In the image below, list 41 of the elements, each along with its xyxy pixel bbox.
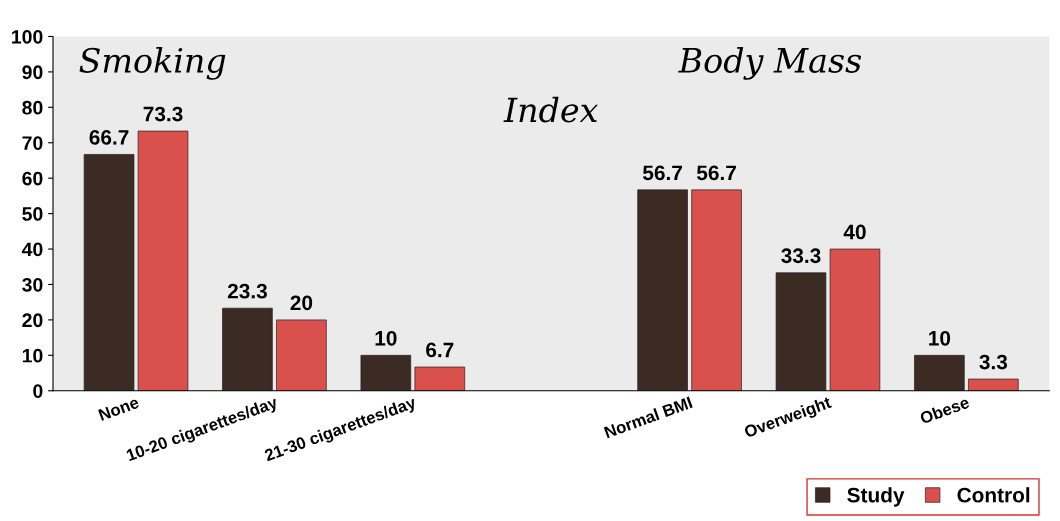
bar: [137, 130, 189, 391]
bar: [968, 378, 1019, 391]
legend-label: Study: [847, 487, 905, 507]
data-label: 33.3: [781, 248, 821, 264]
data-label: 20: [290, 295, 313, 311]
x-tick-label: Obese: [919, 395, 971, 425]
y-tick-label: 30: [22, 277, 43, 292]
data-label: 56.7: [696, 165, 736, 181]
y-tick-label: 20: [22, 313, 43, 328]
data-label: 10: [375, 330, 397, 346]
y-tick-label: 90: [22, 65, 43, 80]
bar: [276, 319, 327, 391]
bar: [222, 307, 273, 391]
text: Body Mass Index: [503, 47, 862, 123]
y-tick-label: 100: [12, 29, 43, 44]
bar: [691, 189, 742, 391]
y-tick-label: 50: [22, 207, 43, 221]
data-label: 3.3: [979, 354, 1008, 370]
data-label: 23.3: [227, 283, 267, 299]
data-label: 73.3: [143, 106, 183, 122]
y-tick-label: 80: [22, 100, 43, 115]
data-label: 10: [929, 330, 951, 346]
data-label: 66.7: [89, 130, 129, 145]
bar: [83, 154, 135, 391]
bar: [414, 366, 466, 391]
annotation: Smoking: [79, 47, 226, 80]
bar: [637, 189, 688, 391]
bar: [829, 248, 881, 391]
bar: [775, 272, 827, 391]
y-tick-label: 70: [22, 136, 43, 150]
y-tick-label: 10: [22, 348, 43, 363]
x-tick-label: None: [98, 396, 140, 421]
legend-label: Control: [957, 487, 1030, 503]
data-label: 40: [843, 224, 866, 240]
data-label: 6.7: [426, 342, 454, 358]
y-tick-label: 0: [33, 384, 43, 398]
y-tick-label: 60: [22, 171, 43, 186]
bar: [360, 354, 412, 391]
bar: [914, 354, 965, 391]
data-label: 56.7: [642, 165, 682, 181]
y-tick-label: 40: [21, 242, 43, 257]
